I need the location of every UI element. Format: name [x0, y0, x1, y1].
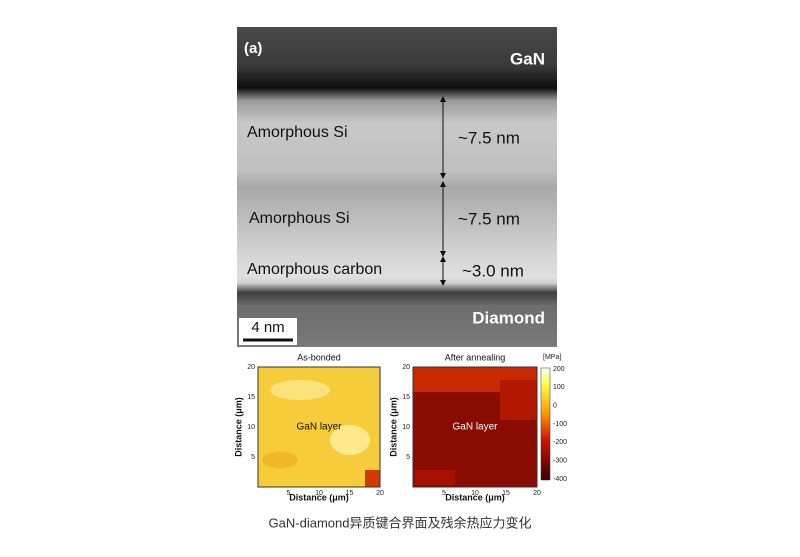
scale-bar-label: 4 nm	[251, 319, 284, 336]
y-tick-label: 20	[247, 364, 255, 371]
x-axis-label: Distance (μm)	[445, 492, 505, 502]
heatmap-patch	[500, 380, 537, 420]
colorbar-tick-label: -100	[553, 421, 567, 428]
y-tick-label: 15	[247, 394, 255, 401]
y-axis-label: Distance (μm)	[233, 397, 243, 457]
x-tick-label: 20	[533, 490, 541, 497]
x-tick-label: 5	[442, 490, 446, 497]
heatmap-patch	[262, 452, 298, 468]
map-title: As-bonded	[297, 352, 341, 362]
x-tick-label: 5	[287, 490, 291, 497]
heatmap-patch	[365, 470, 380, 487]
layer-label: Amorphous carbon	[247, 261, 382, 278]
x-tick-label: 20	[376, 490, 384, 497]
colorbar	[540, 367, 551, 481]
y-tick-label: 10	[402, 424, 410, 431]
layer-label: Amorphous Si	[249, 210, 350, 227]
x-tick-label: 10	[471, 490, 479, 497]
x-axis-label: Distance (μm)	[289, 492, 349, 502]
plot-frame	[257, 366, 381, 488]
thickness: ~7.5 nm	[458, 128, 520, 147]
colorbar-tick-label: 100	[553, 384, 565, 391]
panel-label: (a)	[244, 40, 262, 57]
bottom-layer: Diamond	[472, 308, 545, 327]
map-right: [MPa]	[412, 354, 561, 488]
map-title: After annealing	[445, 352, 506, 362]
tem-image: (a) GaN Amorphous Si Amorphous Si Amorph…	[237, 27, 557, 347]
map-label: GaN layer	[296, 422, 342, 433]
colorbar-tick-label: -400	[553, 476, 567, 483]
tem-background	[237, 27, 557, 347]
x-tick-label: 15	[346, 490, 354, 497]
top-layer: GaN	[510, 49, 545, 68]
heatmap-patch	[270, 380, 330, 400]
map-left	[257, 366, 381, 488]
y-axis-label: Distance (μm)	[388, 397, 398, 457]
y-tick-label: 15	[402, 394, 410, 401]
heatmap-patch	[330, 425, 370, 455]
colorbar-unit: [MPa]	[543, 354, 561, 361]
y-tick-label: 5	[251, 454, 255, 461]
colorbar-tick-label: 200	[553, 366, 565, 373]
y-tick-label: 20	[402, 364, 410, 371]
heatmap-patch	[415, 470, 455, 485]
y-tick-label: 10	[247, 424, 255, 431]
plot-frame	[412, 366, 538, 488]
x-tick-label: 10	[315, 490, 323, 497]
x-tick-label: 15	[502, 490, 510, 497]
thickness: ~7.5 nm	[458, 209, 520, 228]
colorbar-tick-label: -200	[553, 439, 567, 446]
map-label: GaN layer	[452, 422, 498, 433]
caption: GaN-diamond异质键合界面及残余热应力变化	[269, 515, 532, 530]
layer-label: Amorphous Si	[247, 124, 348, 141]
colorbar-tick-label: -300	[553, 458, 567, 465]
y-tick-label: 5	[406, 454, 410, 461]
thickness: ~3.0 nm	[462, 261, 524, 280]
colorbar-tick-label: 0	[553, 403, 557, 410]
